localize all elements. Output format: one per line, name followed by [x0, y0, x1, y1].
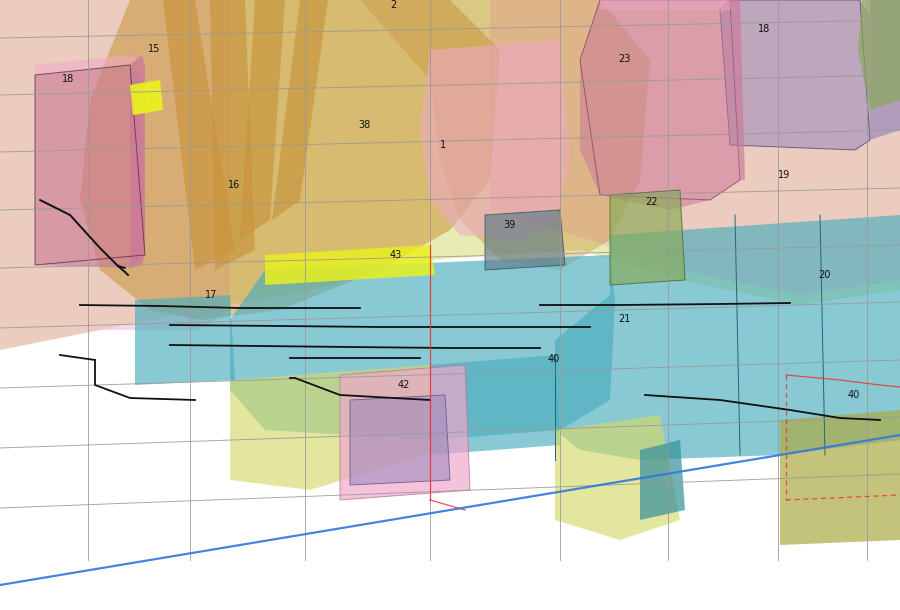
Polygon shape	[35, 65, 145, 268]
Polygon shape	[130, 55, 145, 268]
Polygon shape	[490, 0, 900, 295]
Text: 38: 38	[358, 120, 370, 130]
Polygon shape	[360, 0, 650, 270]
Text: 15: 15	[148, 44, 160, 54]
Polygon shape	[555, 415, 680, 540]
Polygon shape	[420, 40, 570, 240]
Polygon shape	[555, 215, 900, 460]
Polygon shape	[130, 80, 163, 115]
Polygon shape	[230, 365, 440, 490]
Polygon shape	[163, 0, 235, 270]
Text: 2: 2	[390, 0, 396, 10]
Polygon shape	[600, 0, 740, 10]
Text: 22: 22	[645, 197, 658, 207]
Text: 43: 43	[390, 250, 402, 260]
Polygon shape	[640, 440, 685, 520]
Polygon shape	[720, 0, 870, 150]
Polygon shape	[580, 0, 740, 210]
Polygon shape	[610, 190, 685, 285]
Polygon shape	[240, 0, 285, 240]
Polygon shape	[730, 0, 745, 180]
Polygon shape	[0, 0, 900, 350]
Text: 17: 17	[205, 290, 218, 300]
Text: 18: 18	[758, 24, 770, 34]
Text: 16: 16	[228, 180, 240, 190]
Polygon shape	[780, 410, 900, 545]
Text: 19: 19	[778, 170, 790, 180]
Polygon shape	[350, 395, 450, 485]
Polygon shape	[858, 0, 900, 110]
Polygon shape	[265, 245, 435, 285]
Text: 39: 39	[503, 220, 515, 230]
Polygon shape	[860, 0, 900, 140]
Text: 18: 18	[62, 74, 74, 84]
Text: 1: 1	[440, 140, 446, 150]
Polygon shape	[340, 365, 470, 500]
Polygon shape	[80, 0, 500, 320]
Polygon shape	[230, 255, 615, 440]
Polygon shape	[210, 0, 255, 270]
Text: 20: 20	[818, 270, 831, 280]
Polygon shape	[485, 210, 565, 270]
Text: 40: 40	[848, 390, 860, 400]
Text: 40: 40	[548, 354, 560, 364]
Text: 21: 21	[618, 314, 630, 324]
Text: 23: 23	[618, 54, 630, 64]
Polygon shape	[135, 295, 235, 385]
Polygon shape	[430, 355, 560, 455]
Polygon shape	[0, 0, 230, 350]
Polygon shape	[35, 55, 145, 75]
Polygon shape	[272, 0, 328, 220]
Text: 42: 42	[398, 380, 410, 390]
